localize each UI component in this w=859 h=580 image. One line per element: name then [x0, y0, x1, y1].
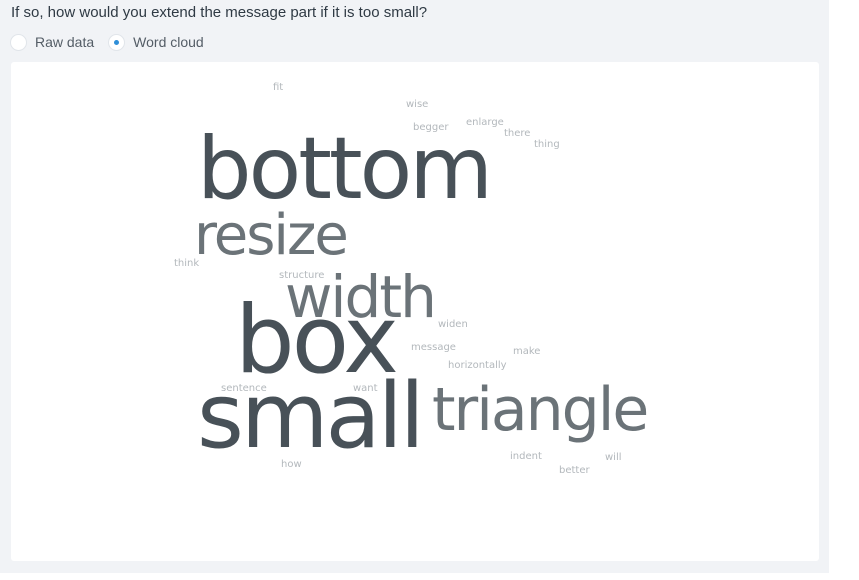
word-sentence: sentence [221, 383, 267, 394]
word-want: want [353, 383, 378, 394]
word-thing: thing [534, 139, 560, 150]
raw-data-label: Raw data [35, 34, 95, 50]
word-how: how [281, 459, 302, 470]
word-triangle: triangle [432, 375, 649, 445]
word-cloud-option[interactable]: Word cloud [108, 33, 204, 51]
word-width: width [285, 263, 437, 331]
word-small: small [197, 364, 425, 469]
word-make: make [513, 346, 541, 357]
word-better: better [559, 465, 590, 476]
word-indent: indent [510, 451, 542, 462]
view-toggle: Raw data Word cloud [10, 32, 218, 52]
word-cloud-radio[interactable] [108, 33, 126, 51]
word-there: there [504, 128, 531, 139]
radio-selected-dot [114, 39, 120, 45]
word-think: think [174, 258, 200, 269]
word-box: box [235, 286, 399, 395]
word-wise: wise [406, 99, 429, 110]
question-panel: If so, how would you extend the message … [0, 0, 829, 573]
raw-data-radio[interactable] [10, 33, 27, 51]
word-horizontally: horizontally [448, 360, 507, 371]
word-will: will [605, 452, 622, 463]
question-title: If so, how would you extend the message … [11, 4, 428, 21]
word-cloud-card: bottom box small resize width triangle f… [11, 62, 819, 561]
word-begger: begger [413, 122, 449, 133]
word-widen: widen [438, 319, 468, 330]
word-cloud-label: Word cloud [133, 34, 204, 50]
word-structure: structure [279, 270, 325, 281]
word-message: message [411, 342, 456, 353]
word-fit: fit [273, 82, 284, 93]
word-enlarge: enlarge [466, 117, 504, 128]
word-bottom: bottom [197, 119, 493, 219]
word-resize: resize [194, 203, 349, 268]
raw-data-option[interactable]: Raw data [10, 33, 95, 51]
